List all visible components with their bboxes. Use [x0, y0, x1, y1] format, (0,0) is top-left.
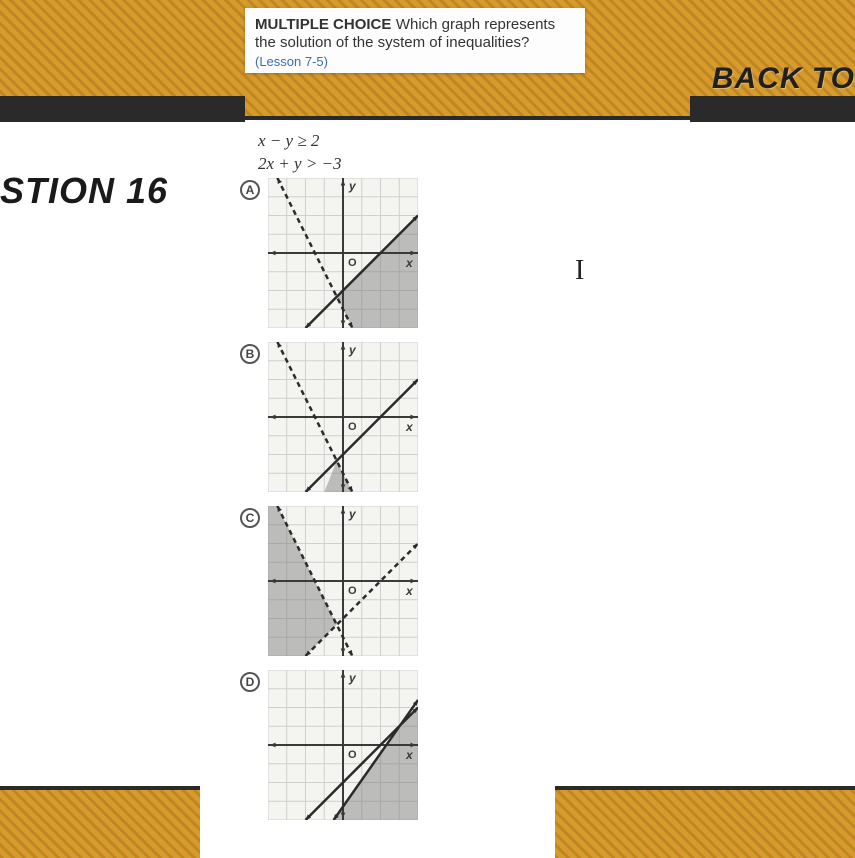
inequality-1: x − y ≥ 2 — [258, 130, 342, 153]
question-card: MULTIPLE CHOICE Which graph represents t… — [245, 8, 585, 73]
text-cursor: I — [575, 255, 584, 287]
graph-b: y x O — [268, 342, 418, 492]
answer-choices: A y x O B y x O C y x O D y x O — [240, 178, 460, 834]
bottom-band-left — [0, 786, 200, 858]
system-of-inequalities: x − y ≥ 2 2x + y > −3 — [258, 130, 342, 176]
inequality-2: 2x + y > −3 — [258, 153, 342, 176]
choice-b[interactable]: B y x O — [240, 342, 460, 492]
choice-a-bubble[interactable]: A — [240, 180, 260, 200]
svg-text:O: O — [348, 421, 357, 433]
lesson-link[interactable]: (Lesson 7-5) — [255, 54, 575, 69]
choice-d-bubble[interactable]: D — [240, 672, 260, 692]
svg-text:O: O — [348, 749, 357, 761]
divider-right — [690, 96, 855, 122]
svg-text:y: y — [348, 343, 357, 357]
svg-text:x: x — [405, 584, 414, 598]
svg-text:y: y — [348, 179, 357, 193]
svg-text:x: x — [405, 420, 414, 434]
choice-b-bubble[interactable]: B — [240, 344, 260, 364]
svg-text:O: O — [348, 257, 357, 269]
graph-c: y x O — [268, 506, 418, 656]
choice-d[interactable]: D y x O — [240, 670, 460, 820]
svg-text:y: y — [348, 671, 357, 685]
choice-a[interactable]: A y x O — [240, 178, 460, 328]
svg-text:y: y — [348, 507, 357, 521]
mc-heading: MULTIPLE CHOICE — [255, 16, 391, 33]
graph-a: y x O — [268, 178, 418, 328]
svg-text:x: x — [405, 256, 414, 270]
choice-c-bubble[interactable]: C — [240, 508, 260, 528]
back-to-link[interactable]: BACK TO — [712, 62, 855, 96]
divider-left — [0, 96, 245, 122]
question-number: STION 16 — [0, 170, 168, 212]
bottom-band-right — [555, 786, 855, 858]
svg-text:x: x — [405, 748, 414, 762]
svg-text:O: O — [348, 585, 357, 597]
graph-d: y x O — [268, 670, 418, 820]
choice-c[interactable]: C y x O — [240, 506, 460, 656]
